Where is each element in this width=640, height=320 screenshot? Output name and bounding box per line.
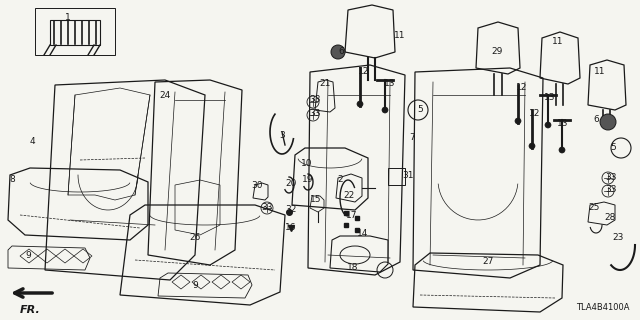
Text: 4: 4 <box>29 138 35 147</box>
Text: 11: 11 <box>595 68 605 76</box>
Circle shape <box>529 143 535 149</box>
Text: 13: 13 <box>544 93 556 102</box>
Text: 33: 33 <box>605 172 617 181</box>
Text: 7: 7 <box>409 133 415 142</box>
Text: 1: 1 <box>65 13 71 22</box>
Text: 6: 6 <box>593 116 599 124</box>
Text: 33: 33 <box>309 108 321 117</box>
Text: 9: 9 <box>192 281 198 290</box>
Circle shape <box>331 45 345 59</box>
Text: 16: 16 <box>285 223 297 233</box>
Text: 33: 33 <box>309 95 321 105</box>
Text: 6: 6 <box>338 47 344 57</box>
Text: 11: 11 <box>394 30 406 39</box>
Text: 10: 10 <box>301 158 313 167</box>
Text: 12: 12 <box>516 84 528 92</box>
Text: 9: 9 <box>25 252 31 260</box>
Text: 25: 25 <box>588 204 600 212</box>
Text: 19: 19 <box>302 175 314 185</box>
Text: 20: 20 <box>285 179 297 188</box>
Text: 5: 5 <box>610 143 616 153</box>
Text: 32: 32 <box>285 205 297 214</box>
Text: 18: 18 <box>348 263 359 273</box>
Text: 5: 5 <box>417 105 423 114</box>
Circle shape <box>559 147 565 153</box>
Text: 8: 8 <box>9 175 15 185</box>
Circle shape <box>545 122 551 128</box>
Circle shape <box>357 101 363 107</box>
Text: 30: 30 <box>252 181 263 190</box>
Text: 2: 2 <box>337 175 343 185</box>
Text: 14: 14 <box>357 229 369 238</box>
Text: 13: 13 <box>557 118 569 127</box>
Text: 13: 13 <box>384 78 396 87</box>
Text: 17: 17 <box>346 211 358 220</box>
Text: 31: 31 <box>403 172 413 180</box>
Text: 23: 23 <box>612 233 624 242</box>
Circle shape <box>515 118 521 124</box>
Text: 27: 27 <box>483 258 493 267</box>
Text: 11: 11 <box>552 37 564 46</box>
Text: 24: 24 <box>159 91 171 100</box>
Text: 26: 26 <box>189 233 201 242</box>
Circle shape <box>382 107 388 113</box>
Text: TLA4B4100A: TLA4B4100A <box>577 303 630 312</box>
Text: 12: 12 <box>529 108 541 117</box>
Text: 15: 15 <box>310 196 322 204</box>
Text: 3: 3 <box>279 131 285 140</box>
Text: 12: 12 <box>358 68 370 76</box>
Text: 21: 21 <box>319 78 331 87</box>
Circle shape <box>600 114 616 130</box>
Text: 28: 28 <box>604 213 616 222</box>
Text: 22: 22 <box>344 191 355 201</box>
Text: 29: 29 <box>492 47 502 57</box>
Text: 33: 33 <box>261 204 273 212</box>
Text: FR.: FR. <box>20 305 40 315</box>
Text: 33: 33 <box>605 186 617 195</box>
